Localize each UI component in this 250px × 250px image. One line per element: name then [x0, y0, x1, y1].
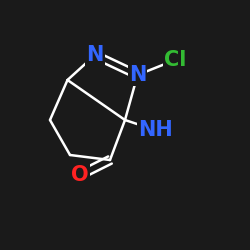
Text: Cl: Cl — [164, 50, 186, 70]
Text: NH: NH — [138, 120, 172, 140]
Text: O: O — [71, 165, 89, 185]
Text: N: N — [129, 65, 146, 85]
Text: N: N — [86, 45, 104, 65]
